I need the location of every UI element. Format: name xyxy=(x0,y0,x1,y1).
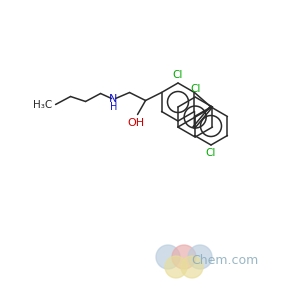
Circle shape xyxy=(188,245,212,269)
Text: H₃C: H₃C xyxy=(33,100,52,110)
Text: H: H xyxy=(110,103,117,112)
Text: Chem.com: Chem.com xyxy=(191,254,259,266)
Text: Cl: Cl xyxy=(190,84,200,94)
Circle shape xyxy=(165,256,187,278)
Circle shape xyxy=(156,245,180,269)
Circle shape xyxy=(172,245,196,269)
Text: Cl: Cl xyxy=(173,70,183,80)
Text: N: N xyxy=(110,94,118,104)
Circle shape xyxy=(181,256,203,278)
Text: Cl: Cl xyxy=(206,148,216,158)
Text: OH: OH xyxy=(127,118,144,128)
